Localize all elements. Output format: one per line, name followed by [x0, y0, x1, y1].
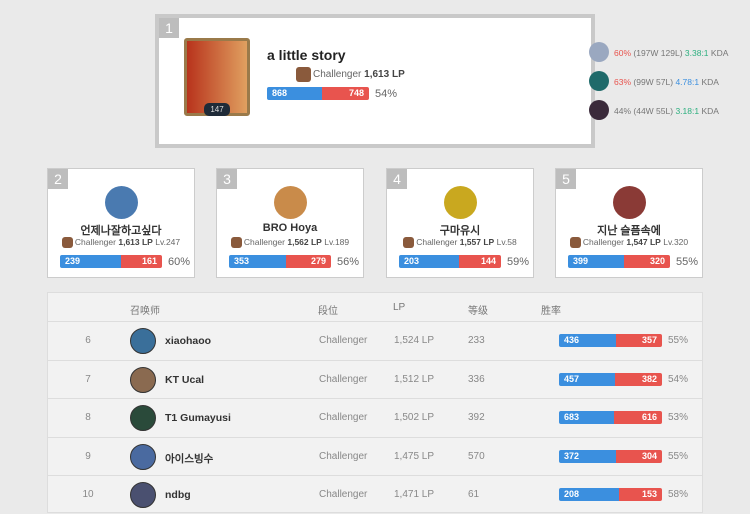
win-rate: 54% [375, 88, 398, 100]
champion-icon [589, 71, 609, 91]
challenger-emblem-icon [403, 237, 415, 249]
profile-icon [105, 186, 138, 219]
summoner-name[interactable]: a little story [267, 47, 346, 63]
header-summoner: 召唤师 [130, 306, 160, 317]
table-row[interactable]: 10 ndbg Challenger 1,471 LP 61 208 153 58… [48, 475, 702, 514]
header-level: 等级 [468, 306, 488, 317]
win-rate: 55% [676, 256, 699, 268]
rank-badge: 1 [159, 18, 179, 38]
rank-badge: 3 [217, 169, 237, 189]
summoner-name[interactable]: xiaohaoo [165, 335, 212, 347]
rank-badge: 2 [48, 169, 68, 189]
player-card[interactable]: 3 BRO Hoya Challenger 1,562 LP Lv.189 35… [216, 168, 364, 278]
header-win-rate: 胜率 [541, 306, 561, 317]
table-row[interactable]: 6 xiaohaoo Challenger 1,524 LP 233 436 35… [48, 321, 702, 360]
level: 392 [468, 412, 485, 423]
champion-stats: 60% (197W 129L) 3.38:1 KDA [614, 48, 729, 58]
lp: 1,502 LP [394, 412, 435, 423]
challenger-emblem-icon [61, 237, 73, 249]
profile-icon [130, 482, 156, 508]
level: 570 [468, 450, 485, 462]
summoner-name[interactable]: 지난 슬픔속에 [597, 225, 661, 237]
lp: 1,475 LP [394, 450, 435, 462]
player-card[interactable]: 2 언제나잘하고싶다 Challenger 1,613 LP Lv.247 23… [47, 168, 195, 278]
summoner-name[interactable]: T1 Gumayusi [165, 412, 231, 424]
challenger-emblem-icon [230, 237, 242, 249]
win-loss-bar: 372 304 [559, 449, 662, 463]
win-rate: 58% [668, 489, 689, 500]
win-loss-bar: 399 320 [568, 255, 670, 268]
challenger-emblem-icon [296, 67, 311, 82]
tier: Challenger [319, 335, 368, 346]
table-row[interactable]: 8 T1 Gumayusi Challenger 1,502 LP 392 68… [48, 398, 702, 437]
win-rate: 54% [668, 373, 689, 385]
win-rate: 60% [168, 256, 191, 268]
win-rate: 59% [507, 256, 530, 268]
summoner-name[interactable]: KT Ucal [165, 373, 205, 386]
champion-icon [589, 100, 609, 120]
profile-icon [130, 443, 156, 470]
player-card[interactable]: 5 지난 슬픔속에 Challenger 1,547 LP Lv.320 399… [555, 168, 703, 278]
summoner-name[interactable]: 구마유시 [439, 225, 481, 237]
tier: Challenger [319, 373, 368, 385]
tier-info: Challenger 1,562 LP Lv.189 [217, 237, 363, 249]
summoner-name[interactable]: 언제나잘하고싶다 [80, 225, 162, 237]
header-lp: LP [393, 302, 406, 313]
ranking-table: 召唤师 段位 LP 等级 胜率 6 xiaohaoo Challenger 1,… [47, 292, 703, 513]
profile-icon [274, 186, 307, 219]
win-loss-bar: 436 357 [559, 334, 662, 347]
lp: 1,471 LP [394, 489, 435, 500]
champion-stats: 44% (44W 55L) 3.18:1 KDA [614, 106, 719, 116]
level-badge: 147 [204, 103, 230, 116]
header-tier: 段位 [318, 306, 338, 317]
win-loss-bar: 868 748 [267, 87, 369, 100]
profile-icon [130, 405, 156, 431]
rank-badge: 5 [556, 169, 576, 189]
table-row[interactable]: 7 KT Ucal Challenger 1,512 LP 336 457 382… [48, 359, 702, 399]
tier: Challenger [319, 412, 368, 423]
summoner-name[interactable]: ndbg [165, 489, 191, 501]
win-loss-bar: 203 144 [399, 255, 501, 268]
profile-icon [613, 186, 646, 219]
level: 61 [468, 489, 480, 500]
profile-icon [130, 366, 156, 393]
win-loss-bar: 353 279 [229, 255, 331, 268]
top-player-card[interactable]: 1 147 a little story Challenger 1,613 LP… [155, 14, 728, 148]
tier: Challenger [319, 450, 368, 462]
profile-icon [130, 328, 156, 354]
summoner-name[interactable]: BRO Hoya [262, 222, 318, 234]
lp: 1,524 LP [394, 335, 435, 346]
tier-info: Challenger 1,547 LP Lv.320 [556, 237, 702, 249]
win-loss-bar: 683 616 [559, 411, 662, 424]
profile-icon [444, 186, 477, 219]
win-rate: 55% [668, 450, 689, 462]
rank: 8 [85, 412, 91, 423]
rank-badge: 4 [387, 169, 407, 189]
rank: 9 [85, 450, 91, 462]
champion-stats: 63% (99W 57L) 4.78:1 KDA [614, 77, 719, 87]
win-rate: 53% [668, 412, 689, 423]
champion-icon [589, 42, 609, 62]
player-card[interactable]: 4 구마유시 Challenger 1,557 LP Lv.58 203 144 … [386, 168, 534, 278]
level: 336 [468, 373, 485, 385]
tier-info: Challenger 1,613 LP [296, 67, 405, 82]
level: 233 [468, 335, 485, 346]
win-loss-bar: 208 153 [559, 488, 662, 501]
tier-info: Challenger 1,557 LP Lv.58 [387, 237, 533, 249]
win-loss-bar: 457 382 [559, 372, 662, 386]
table-row[interactable]: 9 아이스빙수 Challenger 1,475 LP 570 372 304 5… [48, 436, 702, 476]
rank: 10 [82, 489, 94, 500]
win-loss-bar: 239 161 [60, 255, 162, 268]
win-rate: 55% [668, 335, 689, 346]
rank: 7 [85, 373, 91, 385]
lp: 1,512 LP [394, 373, 435, 385]
tier-info: Challenger 1,613 LP Lv.247 [48, 237, 194, 249]
win-rate: 56% [337, 256, 360, 268]
tier: Challenger [319, 489, 368, 500]
challenger-emblem-icon [569, 237, 581, 249]
summoner-name[interactable]: 아이스빙수 [165, 452, 214, 465]
rank: 6 [85, 335, 91, 346]
